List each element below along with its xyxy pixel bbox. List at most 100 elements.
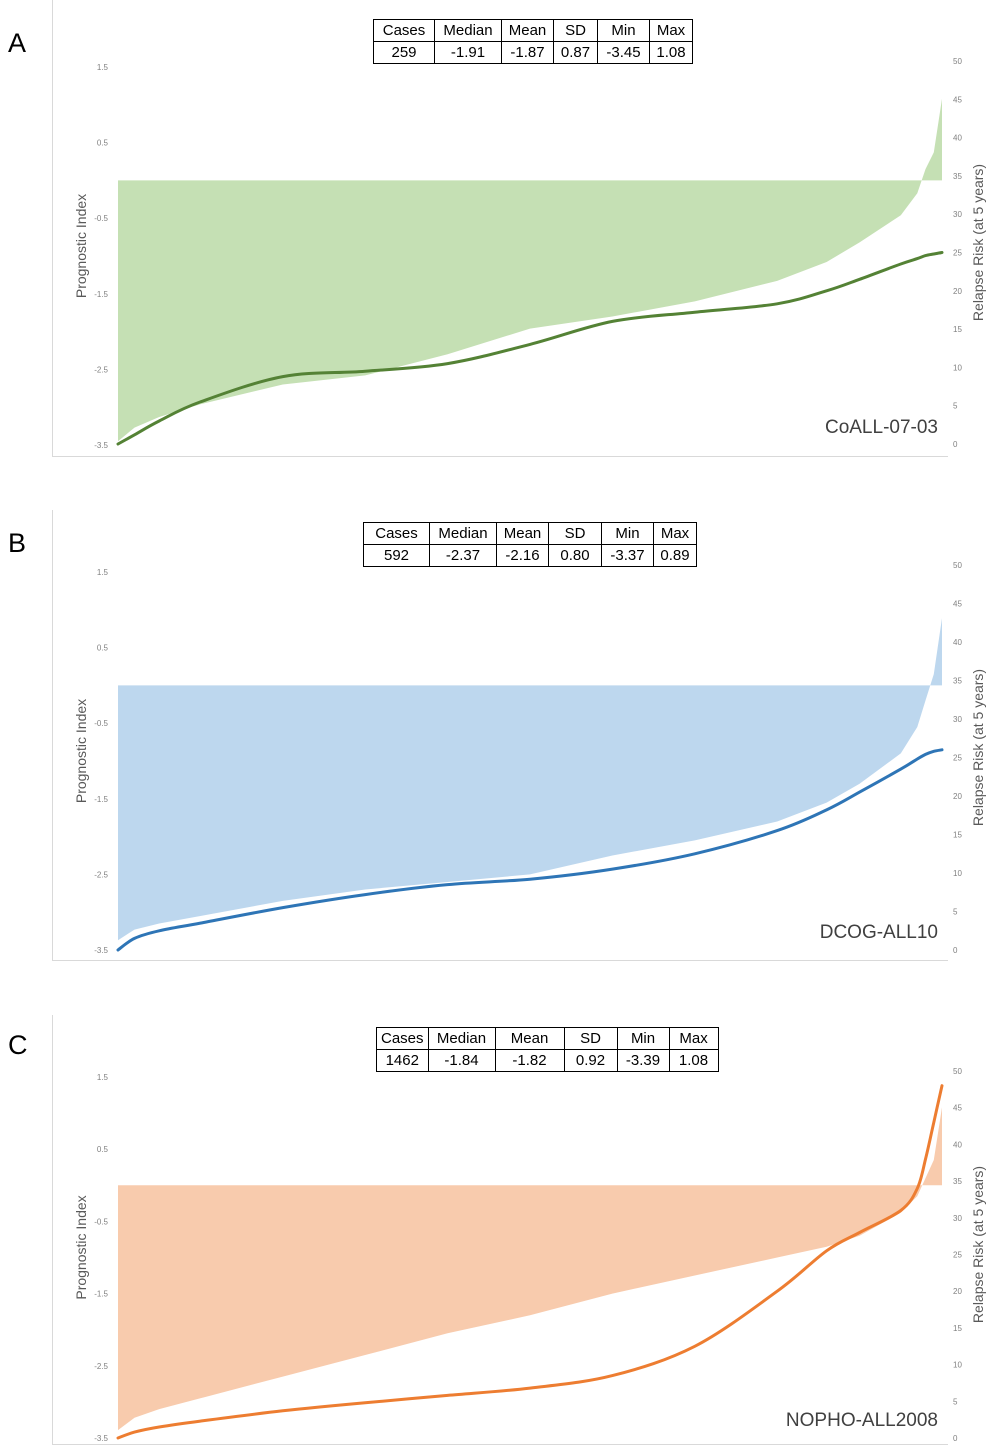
y2-tick-label: 25 bbox=[953, 754, 962, 763]
stats-header-cases: Cases bbox=[363, 522, 430, 545]
y-tick-label: 1.5 bbox=[97, 63, 109, 72]
y2-tick-label: 0 bbox=[953, 440, 958, 449]
stats-header-cases: Cases bbox=[376, 1027, 429, 1050]
stats-value-median: -1.84 bbox=[427, 1049, 496, 1072]
y-tick-label: -0.5 bbox=[94, 719, 108, 728]
y2-tick-label: 20 bbox=[953, 792, 962, 801]
y2-tick-label: 40 bbox=[953, 134, 962, 143]
y-tick-label: -3.5 bbox=[94, 946, 108, 955]
y2-tick-label: 0 bbox=[953, 1434, 958, 1443]
y2-tick-label: 5 bbox=[953, 908, 958, 917]
stats-value-mean: -1.87 bbox=[501, 41, 554, 64]
y2-tick-label: 5 bbox=[953, 402, 958, 411]
stats-header-min: Min bbox=[597, 19, 650, 42]
y2-tick-label: 20 bbox=[953, 287, 962, 296]
y-tick-label: -1.5 bbox=[94, 1290, 108, 1299]
y2-axis-title: Relapse Risk (at 5 years) bbox=[970, 1166, 986, 1323]
stats-header-median: Median bbox=[429, 522, 497, 545]
y2-tick-label: 45 bbox=[953, 1104, 962, 1113]
y2-tick-label: 50 bbox=[953, 1067, 962, 1076]
stats-header-row: Cases Median Mean SD Min Max bbox=[376, 1027, 719, 1050]
stats-header-cases: Cases bbox=[373, 19, 435, 42]
stats-header-median: Median bbox=[434, 19, 502, 42]
panel-a: A 1.5 0.5 -0.5 -1.5 -2.5 -3.5 50 45 40 35 30 25 20 15… bbox=[0, 0, 990, 470]
y-tick-label: -3.5 bbox=[94, 441, 108, 450]
y-tick-label: -0.5 bbox=[94, 214, 108, 223]
chart-a: 1.50.5-0.5-1.5-2.5-3.5504540353025201510… bbox=[73, 57, 986, 450]
dataset-name: CoALL-07-03 bbox=[825, 417, 938, 438]
stats-header-sd: SD bbox=[548, 522, 602, 545]
plot-frame bbox=[52, 510, 948, 961]
y2-tick-label: 35 bbox=[953, 172, 962, 181]
stats-table: Cases Median Mean SD Min Max 1462 -1.84 … bbox=[376, 1027, 719, 1072]
stats-header-sd: SD bbox=[563, 1027, 618, 1050]
y2-tick-label: 15 bbox=[953, 325, 962, 334]
panel-b: B 1.5 0.5 -0.5 -1.5 -2.5 -3.5 50 45 40 35 30 25 20 15… bbox=[0, 500, 990, 970]
y2-tick-label: 35 bbox=[953, 1177, 962, 1186]
dataset-name: DCOG-ALL10 bbox=[820, 922, 938, 943]
y2-tick-label: 0 bbox=[953, 946, 958, 955]
y2-axis-title: Relapse Risk (at 5 years) bbox=[970, 669, 986, 826]
dataset-name: NOPHO-ALL2008 bbox=[786, 1410, 938, 1431]
y2-tick-label: 15 bbox=[953, 1324, 962, 1333]
y2-tick-label: 5 bbox=[953, 1397, 958, 1406]
stats-header-max: Max bbox=[653, 522, 697, 545]
stats-value-cases: 1462 bbox=[376, 1049, 429, 1072]
relapse-risk-line bbox=[116, 1084, 944, 1440]
y2-tick-label: 10 bbox=[953, 363, 962, 372]
stats-value-max: 0.89 bbox=[653, 544, 697, 567]
y-tick-label: -1.5 bbox=[94, 795, 108, 804]
stats-value-max: 1.08 bbox=[668, 1049, 719, 1072]
y-tick-label: 0.5 bbox=[97, 139, 109, 148]
stats-table: Cases Median Mean SD Min Max 259 -1.91 -… bbox=[373, 19, 693, 64]
stats-value-mean: -2.16 bbox=[496, 544, 549, 567]
y-tick-label: -0.5 bbox=[94, 1217, 108, 1226]
stats-value-row: 259 -1.91 -1.87 0.87 -3.45 1.08 bbox=[373, 41, 693, 64]
stats-value-cases: 592 bbox=[363, 544, 430, 567]
y-tick-label: 1.5 bbox=[97, 1073, 109, 1082]
y2-tick-label: 25 bbox=[953, 1251, 962, 1260]
stats-value-row: 592 -2.37 -2.16 0.80 -3.37 0.89 bbox=[363, 544, 697, 567]
y2-tick-label: 30 bbox=[953, 210, 962, 219]
stats-value-row: 1462 -1.84 -1.82 0.92 -3.39 1.08 bbox=[376, 1049, 719, 1072]
stats-value-median: -2.37 bbox=[429, 544, 497, 567]
y2-tick-label: 10 bbox=[953, 1361, 962, 1370]
stats-table: Cases Median Mean SD Min Max 592 -2.37 -… bbox=[363, 522, 697, 567]
relapse-risk-line bbox=[116, 251, 944, 446]
stats-header-sd: SD bbox=[553, 19, 598, 42]
y2-tick-label: 45 bbox=[953, 95, 962, 104]
panel-label: C bbox=[8, 1030, 28, 1060]
y-tick-label: -2.5 bbox=[94, 365, 108, 374]
y2-tick-label: 40 bbox=[953, 638, 962, 647]
stats-header-min: Min bbox=[601, 522, 654, 545]
stats-header-mean: Mean bbox=[496, 522, 549, 545]
y2-tick-label: 50 bbox=[953, 57, 962, 66]
chart-b: 1.50.5-0.5-1.5-2.5-3.5504540353025201510… bbox=[73, 561, 986, 955]
y2-tick-label: 30 bbox=[953, 715, 962, 724]
y2-tick-label: 35 bbox=[953, 677, 962, 686]
y-axis-title: Prognostic Index bbox=[73, 1195, 89, 1299]
stats-header-median: Median bbox=[427, 1027, 496, 1050]
stats-value-sd: 0.80 bbox=[548, 544, 602, 567]
y2-tick-label: 30 bbox=[953, 1214, 962, 1223]
y2-axis-title: Relapse Risk (at 5 years) bbox=[970, 164, 986, 321]
stats-value-min: -3.39 bbox=[616, 1049, 670, 1072]
y2-tick-label: 40 bbox=[953, 1140, 962, 1149]
stats-value-mean: -1.82 bbox=[494, 1049, 565, 1072]
y2-tick-label: 25 bbox=[953, 249, 962, 258]
y2-tick-label: 15 bbox=[953, 831, 962, 840]
y2-tick-label: 20 bbox=[953, 1287, 962, 1296]
stats-header-mean: Mean bbox=[501, 19, 554, 42]
y-tick-label: 0.5 bbox=[97, 644, 109, 653]
y-tick-label: -2.5 bbox=[94, 1362, 108, 1371]
panel-label: B bbox=[8, 528, 27, 558]
stats-header-row: Cases Median Mean SD Min Max bbox=[373, 19, 693, 42]
y-tick-label: 1.5 bbox=[97, 568, 109, 577]
stats-value-sd: 0.92 bbox=[563, 1049, 618, 1072]
stats-value-sd: 0.87 bbox=[553, 41, 598, 64]
stats-header-row: Cases Median Mean SD Min Max bbox=[363, 522, 697, 545]
y-tick-label: 0.5 bbox=[97, 1145, 109, 1154]
panel-c: C 1.5 0.5 -0.5 -1.5 -2.5 -3.5 50 45 40 35 30 25 20 15… bbox=[0, 1000, 990, 1445]
prognostic-index-area bbox=[118, 1107, 942, 1431]
plot-frame bbox=[52, 0, 948, 457]
